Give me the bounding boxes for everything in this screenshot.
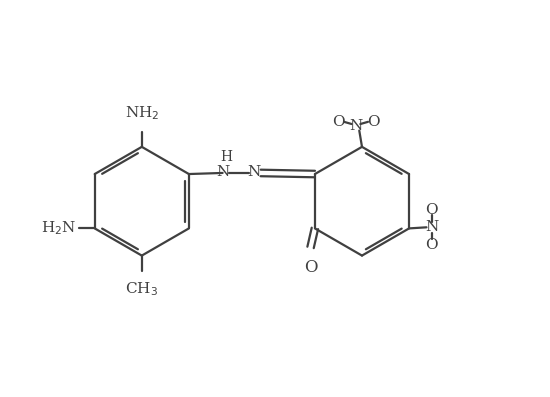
Text: CH$_3$: CH$_3$ (125, 281, 158, 298)
Text: H: H (221, 150, 233, 164)
Text: N: N (425, 220, 438, 234)
Text: O: O (367, 115, 380, 129)
Text: N: N (216, 165, 229, 179)
Text: NH$_2$: NH$_2$ (124, 104, 159, 122)
Text: N: N (248, 165, 261, 179)
Text: O: O (332, 115, 345, 129)
Text: O: O (426, 238, 438, 252)
Text: H$_2$N: H$_2$N (41, 220, 77, 237)
Text: O: O (426, 203, 438, 217)
Text: O: O (304, 259, 317, 276)
Text: N: N (349, 119, 362, 133)
